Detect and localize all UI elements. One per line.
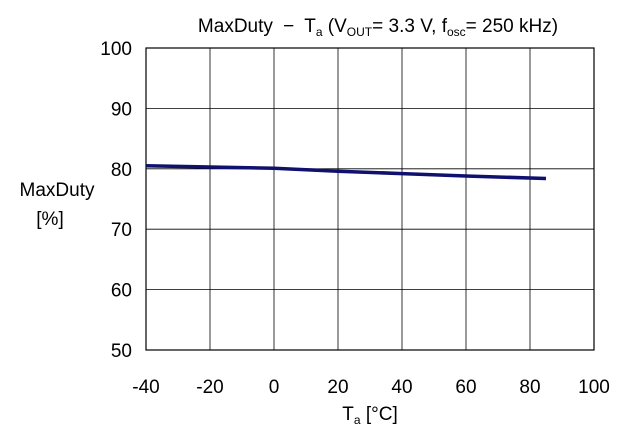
y-tick-label: 60 <box>111 281 132 302</box>
y-tick-label: 50 <box>111 341 132 362</box>
plot-frame <box>145 47 595 351</box>
title-name: MaxDuty <box>198 16 273 37</box>
title-t-sub: a <box>316 25 323 39</box>
y-tick-label: 90 <box>111 99 132 120</box>
y-tick-label: 100 <box>100 39 132 60</box>
x-tick-label: 40 <box>391 377 412 398</box>
y-axis-label-line2: [%] <box>36 209 63 230</box>
x-label-t: T <box>342 404 354 425</box>
plot-grid <box>146 48 594 350</box>
x-tick-label: 0 <box>269 377 280 398</box>
x-tick-label: 20 <box>327 377 348 398</box>
chart-title: MaxDuty − Ta (VOUT= 3.3 V, fosc= 250 kHz… <box>198 16 558 39</box>
x-axis-label: Ta [°C] <box>342 404 397 427</box>
x-tick-label: 60 <box>455 377 476 398</box>
y-tick-label: 70 <box>111 220 132 241</box>
title-v-val: = 3.3 V, f <box>372 16 448 37</box>
x-tick-label: -20 <box>196 377 223 398</box>
x-tick-label: 80 <box>519 377 540 398</box>
title-v-sub: OUT <box>347 25 373 39</box>
y-axis-label-line1: MaxDuty <box>20 180 95 201</box>
series-line <box>145 164 547 181</box>
y-tick-label: 80 <box>111 160 132 181</box>
title-open: (V <box>323 16 348 37</box>
y-tick-labels: 50 60 70 80 90 100 <box>100 39 132 362</box>
title-t: T <box>304 16 316 37</box>
x-tick-label: 100 <box>578 377 610 398</box>
x-label-t-sub: a <box>354 413 361 427</box>
title-f-sub: osc <box>447 25 466 39</box>
x-tick-label: -40 <box>132 377 159 398</box>
title-f-val: = 250 kHz) <box>466 16 558 37</box>
series-group <box>145 164 547 181</box>
title-dash: − <box>283 16 294 37</box>
x-tick-labels: -40 -20 0 20 40 60 80 100 <box>132 377 610 398</box>
x-label-unit: [°C] <box>361 404 398 425</box>
